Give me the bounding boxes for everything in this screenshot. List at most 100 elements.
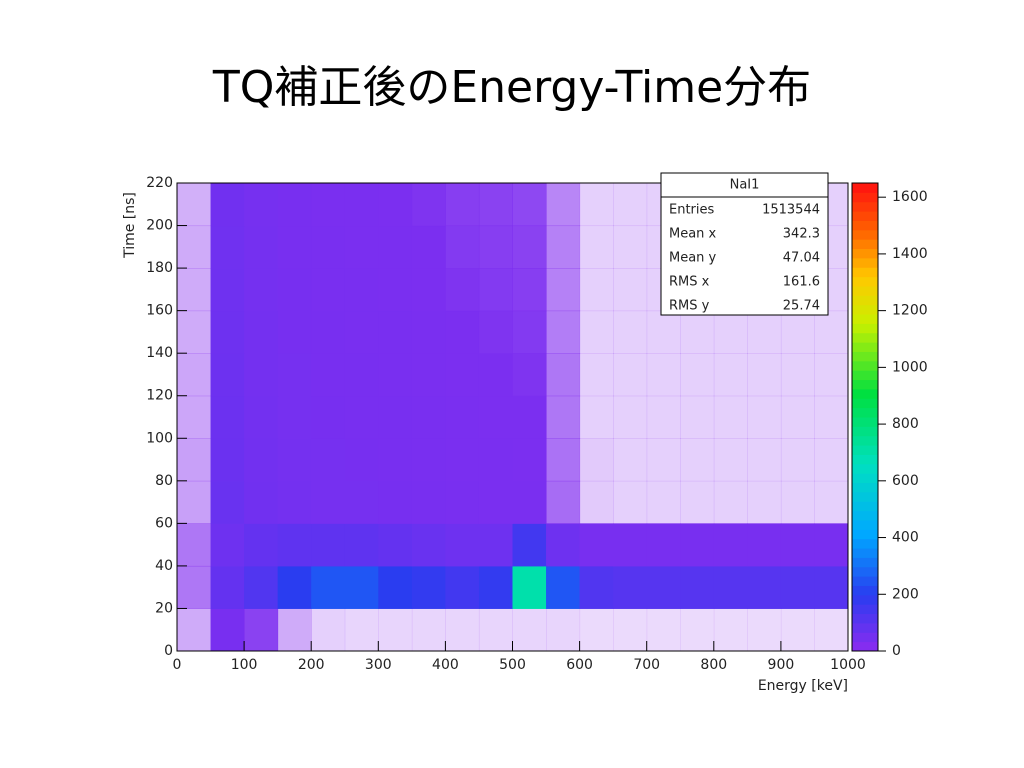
heatmap-cell	[680, 608, 715, 652]
heatmap-cell	[411, 225, 446, 269]
colorbar-band	[852, 407, 878, 418]
heatmap-cell	[311, 480, 346, 524]
colorbar-band	[852, 379, 878, 390]
heatmap-cell	[411, 395, 446, 439]
heatmap-cell	[244, 523, 279, 567]
heatmap-cell	[177, 395, 212, 439]
slide-title: TQ補正後のEnergy-Time分布	[212, 62, 811, 113]
heatmap-cell	[613, 268, 648, 312]
colorbar-band	[852, 435, 878, 446]
colorbar-band	[852, 594, 878, 605]
heatmap-cell	[478, 183, 513, 227]
heatmap-cell	[478, 608, 513, 652]
heatmap-cell	[445, 438, 480, 482]
heatmap-cell	[579, 565, 614, 609]
heatmap-cell	[512, 480, 547, 524]
heatmap-cell	[445, 310, 480, 354]
heatmap-cell	[177, 438, 212, 482]
heatmap-cell	[411, 310, 446, 354]
heatmap-cell	[311, 225, 346, 269]
heatmap-cell	[680, 438, 715, 482]
heatmap-cell	[713, 353, 748, 397]
heatmap-cell	[411, 268, 446, 312]
heatmap-cell	[411, 480, 446, 524]
y-tick-label: 40	[155, 558, 173, 574]
heatmap-cell	[646, 523, 681, 567]
heatmap-cell	[747, 608, 782, 652]
colorbar-band	[852, 211, 878, 221]
heatmap-cell	[277, 438, 312, 482]
heatmap-cell	[210, 395, 245, 439]
colorbar-band	[852, 482, 878, 493]
heatmap-cell	[344, 268, 379, 312]
heatmap-cell	[579, 183, 614, 227]
heatmap-cell	[210, 353, 245, 397]
colorbar-band	[852, 538, 878, 549]
heatmap-cell	[579, 438, 614, 482]
heatmap-cell	[814, 565, 849, 609]
stats-label: RMS y	[669, 299, 710, 314]
heatmap-cell	[210, 225, 245, 269]
heatmap-cell	[478, 225, 513, 269]
colorbar-band	[852, 398, 878, 409]
heatmap-cell	[613, 353, 648, 397]
stats-value: 342.3	[783, 227, 820, 242]
heatmap-cell	[378, 438, 413, 482]
colorbar-band	[852, 370, 878, 381]
y-axis-label: Time [ns]	[122, 192, 138, 259]
colorbar-tick-label: 400	[892, 530, 919, 546]
heatmap-cell	[210, 565, 245, 609]
heatmap-cell	[277, 608, 312, 652]
heatmap-cell	[277, 183, 312, 227]
colorbar-band	[852, 351, 878, 362]
heatmap-cell	[613, 183, 648, 227]
heatmap-cell	[177, 310, 212, 354]
heatmap-cell	[546, 268, 581, 312]
heatmap-cell	[244, 438, 279, 482]
heatmap-cell	[646, 565, 681, 609]
heatmap-cell	[579, 523, 614, 567]
heatmap-cell	[244, 565, 279, 609]
heatmap-cell	[411, 353, 446, 397]
stats-label: Mean y	[669, 251, 717, 266]
y-tick-label: 0	[164, 643, 173, 659]
heatmap-cell	[780, 353, 815, 397]
x-tick-label: 200	[298, 657, 325, 673]
heatmap-cell	[546, 395, 581, 439]
heatmap-cell	[311, 438, 346, 482]
stats-value: 47.04	[783, 251, 820, 266]
heatmap-cell	[311, 310, 346, 354]
colorbar-band	[852, 276, 878, 287]
heatmap-cell	[546, 565, 581, 609]
heatmap-cell	[445, 225, 480, 269]
y-tick-label: 20	[155, 600, 173, 616]
heatmap-cell	[814, 353, 849, 397]
heatmap-cell	[445, 480, 480, 524]
heatmap-cell	[613, 438, 648, 482]
heatmap-cell	[411, 608, 446, 652]
colorbar-band	[852, 622, 878, 633]
colorbar-tick-label: 600	[892, 473, 919, 489]
heatmap-cell	[277, 225, 312, 269]
heatmap-cell	[478, 565, 513, 609]
heatmap-cell	[546, 225, 581, 269]
y-tick-label: 160	[146, 303, 173, 319]
stats-label: RMS x	[669, 275, 710, 290]
heatmap-cell	[177, 480, 212, 524]
heatmap-cell	[210, 523, 245, 567]
heatmap-cell	[478, 310, 513, 354]
colorbar-band	[852, 454, 878, 465]
heatmap-cell	[780, 310, 815, 354]
heatmap-cell	[713, 395, 748, 439]
heatmap-cell	[277, 310, 312, 354]
colorbar-band	[852, 192, 878, 203]
colorbar-band	[852, 426, 878, 437]
heatmap-cell	[244, 268, 279, 312]
heatmap-cell	[344, 183, 379, 227]
heatmap-cell	[747, 523, 782, 567]
heatmap-cell	[512, 353, 547, 397]
heatmap-cell	[579, 480, 614, 524]
heatmap-cell	[579, 310, 614, 354]
heatmap-cell	[210, 183, 245, 227]
